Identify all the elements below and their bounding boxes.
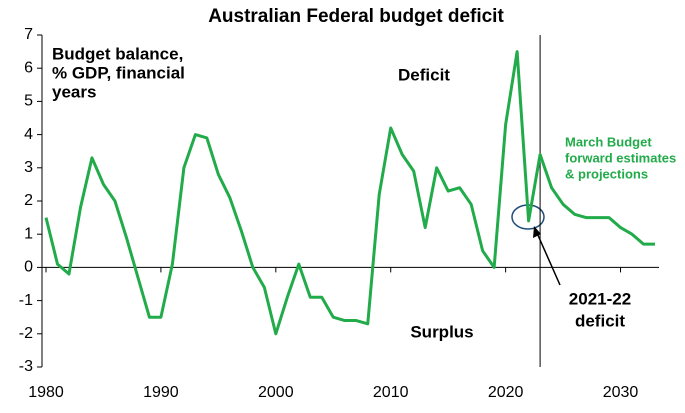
y-axis-label: years [52, 82, 96, 101]
chart-title: Australian Federal budget deficit [208, 6, 504, 27]
annotation-deficit: Deficit [398, 65, 450, 84]
y-tick-label: 3 [24, 159, 33, 176]
x-tick-label: 1980 [28, 384, 64, 401]
y-tick-label: -2 [19, 325, 33, 342]
y-tick-label: 1 [24, 225, 33, 242]
y-tick-label: -3 [19, 358, 33, 375]
callout-label: deficit [575, 311, 625, 330]
x-tick-label: 2000 [258, 384, 294, 401]
y-tick-label: 7 [24, 26, 33, 43]
data-line [44, 50, 655, 336]
y-axis-label: % GDP, financial [52, 63, 185, 82]
y-axis-label: Budget balance, [52, 44, 183, 63]
arrow-head [533, 226, 541, 238]
callout-arrow [536, 232, 561, 286]
callout-label: 2021-22 [569, 289, 631, 308]
y-tick-label: 4 [24, 126, 33, 143]
projection-note: forward estimates [565, 150, 676, 165]
y-tick-label: 0 [24, 259, 33, 276]
x-tick-label: 2030 [603, 384, 639, 401]
y-tick-label: 2 [24, 192, 33, 209]
projection-note: March Budget [565, 134, 652, 149]
y-tick-label: 5 [24, 93, 33, 110]
x-tick-label: 1990 [143, 384, 179, 401]
projection-note: & projections [565, 166, 648, 181]
annotation-surplus: Surplus [410, 322, 473, 341]
y-tick-label: 6 [24, 59, 33, 76]
y-tick-label: -1 [19, 292, 33, 309]
x-tick-label: 2020 [488, 384, 524, 401]
x-tick-label: 2010 [373, 384, 409, 401]
